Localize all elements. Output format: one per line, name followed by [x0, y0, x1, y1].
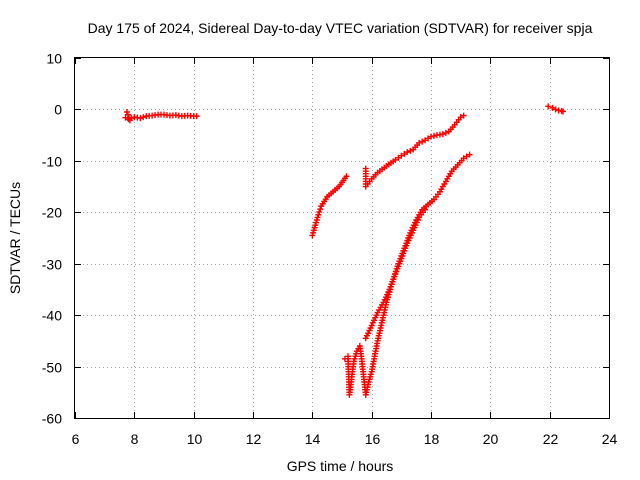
data-point [140, 114, 147, 121]
series-arc-b [309, 173, 350, 239]
x-tick-label: 20 [483, 431, 499, 447]
series-arc-d [341, 151, 473, 398]
x-tick-label: 24 [602, 431, 618, 447]
series-arc-c [362, 112, 467, 190]
series-arc-f [545, 103, 567, 115]
y-tick-label: -20 [42, 205, 62, 221]
data-point [416, 139, 423, 146]
y-tick-label: -30 [42, 257, 62, 273]
series-arc-e [362, 206, 429, 342]
x-tick-label: 6 [72, 431, 80, 447]
x-tick-label: 22 [543, 431, 559, 447]
data-point [124, 111, 131, 118]
data-point [466, 151, 473, 158]
data-point [460, 112, 467, 119]
data-point [316, 208, 323, 215]
series-arc-a [122, 109, 200, 124]
y-tick-label: -50 [42, 360, 62, 376]
y-axis-label: SDTVAR / TECUs [7, 182, 23, 294]
data-point [419, 138, 426, 145]
data-point [137, 115, 144, 122]
data-point [430, 132, 437, 139]
data-point [442, 129, 449, 136]
grid-layer [75, 58, 609, 418]
data-point [125, 114, 132, 121]
data-point [315, 211, 322, 218]
data-point [545, 103, 552, 110]
data-point [560, 108, 567, 115]
chart-title: Day 175 of 2024, Sidereal Day-to-day VTE… [88, 20, 593, 36]
data-point [126, 117, 133, 124]
data-point [123, 109, 130, 115]
data-layer [122, 103, 567, 398]
y-tick-label: 0 [54, 102, 62, 118]
data-point [439, 131, 446, 138]
data-point [407, 147, 414, 154]
x-tick-label: 8 [131, 431, 139, 447]
data-point [422, 206, 429, 213]
y-tick-label: -60 [42, 411, 62, 427]
plot-frame [74, 57, 610, 419]
data-point [552, 106, 559, 113]
x-tick-label: 14 [305, 431, 321, 447]
y-tick-label: -10 [42, 154, 62, 170]
x-tick-label: 12 [246, 431, 262, 447]
data-point [343, 173, 350, 180]
x-tick-label: 16 [365, 431, 381, 447]
x-tick-label: 10 [187, 431, 203, 447]
y-tick-label: -40 [42, 308, 62, 324]
data-point [404, 149, 411, 156]
data-point [193, 113, 200, 120]
tick-layer: 6 8 10 12 14 16 18 20 22 24 -60 -50 -40 -30 -20 -10 0 10 [42, 51, 618, 448]
x-axis-label: GPS time / hours [287, 458, 394, 474]
data-point [317, 206, 324, 213]
x-tick-label: 18 [424, 431, 440, 447]
data-point [428, 133, 434, 140]
y-tick-label: 10 [46, 51, 62, 67]
